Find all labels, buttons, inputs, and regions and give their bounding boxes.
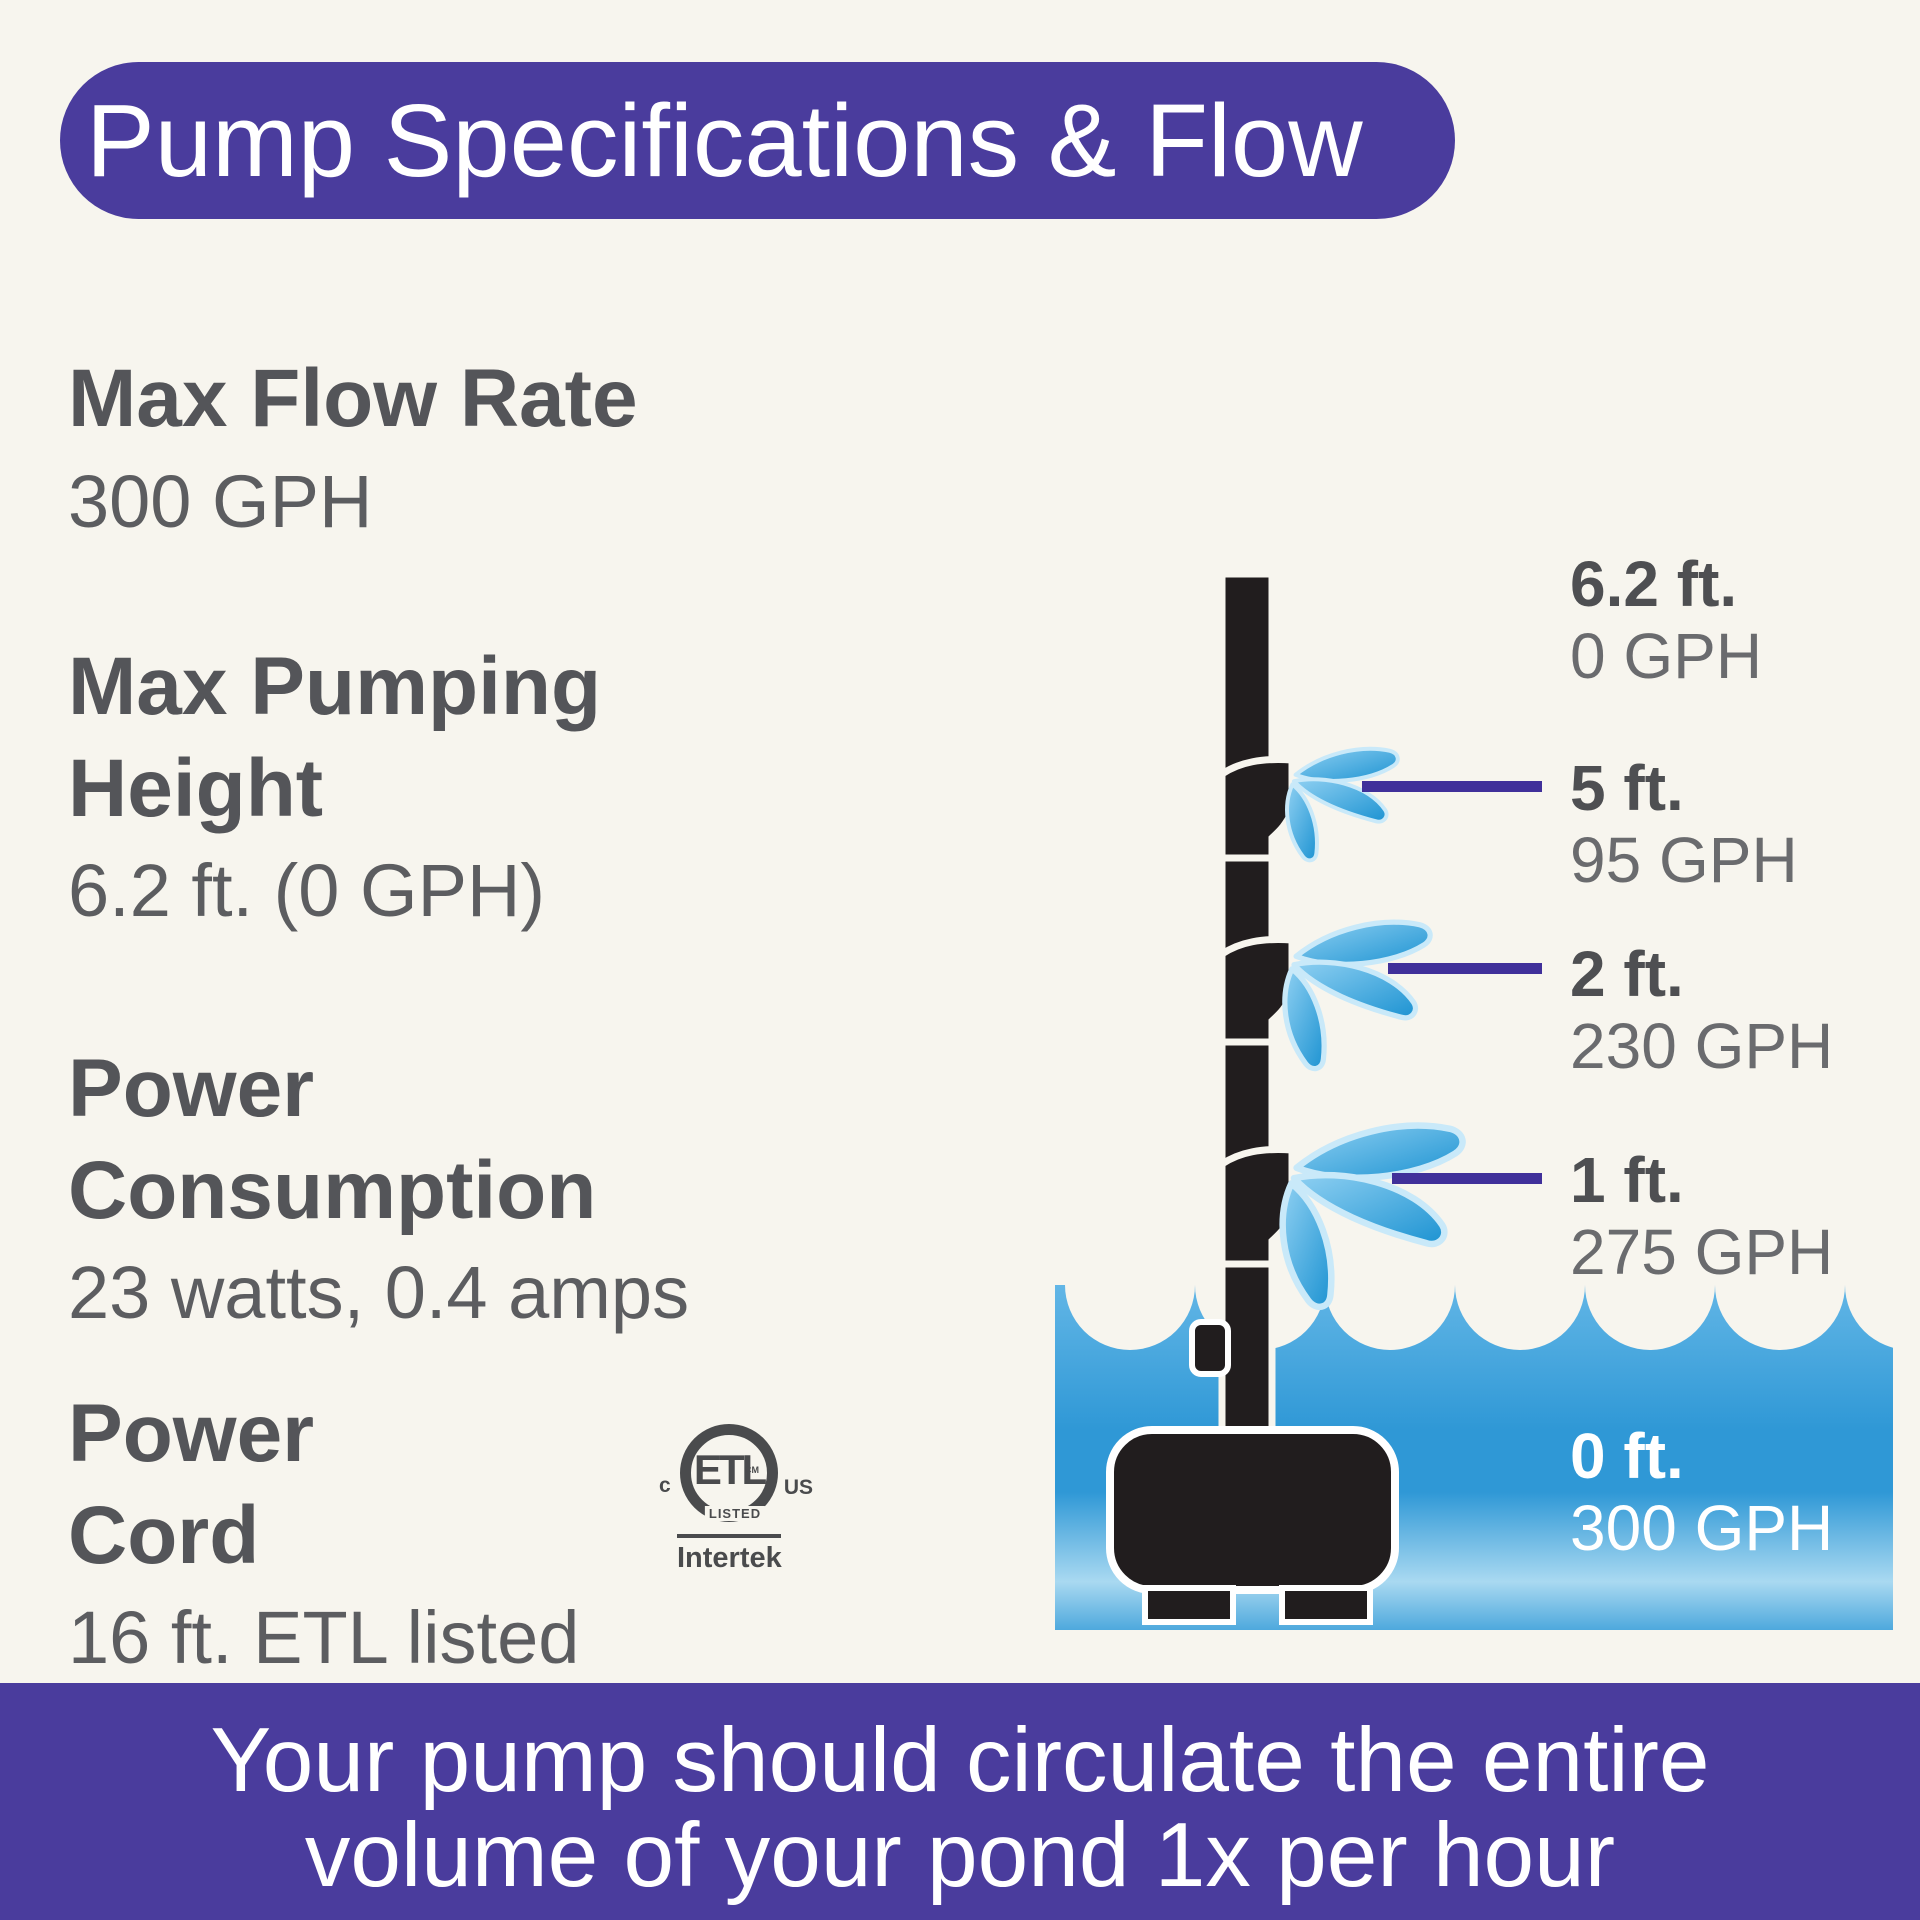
callout-line-2ft (1388, 963, 1542, 974)
callout-flow: 230 GPH (1570, 1010, 1834, 1082)
callout-line-5ft (1362, 781, 1542, 792)
callout-flow: 300 GPH (1570, 1492, 1834, 1564)
wave-scallop (1455, 1285, 1585, 1350)
page-title: Pump Specifications & Flow (86, 82, 1363, 198)
spec-label: Power Cord (68, 1388, 315, 1581)
spec-value: 6.2 ft. (0 GPH) (68, 849, 546, 933)
footer-line1: Your pump should circulate the entire (210, 1710, 1710, 1811)
flow-callout-1ft: 1 ft. 275 GPH (1570, 1144, 1833, 1288)
etl-cm-label: CM (745, 1465, 759, 1475)
footer-banner: Your pump should circulate the entire vo… (0, 1683, 1920, 1920)
callout-flow: 275 GPH (1570, 1216, 1834, 1288)
callout-flow: 95 GPH (1570, 824, 1798, 896)
water-splash-icon-small (1287, 749, 1398, 861)
pipe-outlet-elbow-1ft (1218, 1146, 1296, 1268)
callout-height: 5 ft. (1570, 752, 1684, 824)
callout-height: 0 ft. (1570, 1420, 1684, 1492)
flow-callout-6-2ft: 6.2 ft. 0 GPH (1570, 548, 1762, 692)
spec-value: 300 GPH (68, 459, 373, 543)
wave-scallop (1585, 1285, 1715, 1350)
spec-item-max-pumping-height: Max Pumping Height 6.2 ft. (0 GPH) (68, 636, 848, 936)
spec-item-power-consumption: Power Consumption 23 watts, 0.4 amps (68, 1038, 848, 1338)
etl-us-label: US (783, 1476, 813, 1499)
wave-scallop (1845, 1285, 1893, 1350)
flow-callout-0ft: 0 ft. 300 GPH (1570, 1420, 1833, 1564)
wave-scallop (1195, 1285, 1325, 1350)
water-splash-icon-large (1283, 1126, 1463, 1307)
wave-scallop (1065, 1285, 1195, 1350)
spec-label: Max Flow Rate (68, 353, 638, 444)
callout-flow: 0 GPH (1570, 620, 1763, 692)
footer-line2: volume of your pond 1x per hour (304, 1805, 1616, 1906)
flow-callout-2ft: 2 ft. 230 GPH (1570, 938, 1833, 1082)
callout-height: 1 ft. (1570, 1144, 1684, 1216)
spec-label: Power Consumption (68, 1043, 597, 1236)
wave-scallop (1715, 1285, 1845, 1350)
spec-item-power-cord: Power Cord 16 ft. ETL listed (68, 1383, 580, 1683)
pipe-outlet-elbow-2ft (1218, 936, 1296, 1046)
etl-canada-label: c (659, 1474, 671, 1497)
callout-line-1ft (1392, 1173, 1542, 1184)
pipe-outlet-elbow-5ft (1218, 756, 1296, 862)
flow-callout-5ft: 5 ft. 95 GPH (1570, 752, 1798, 896)
spec-label: Max Pumping Height (68, 641, 602, 834)
etl-certification-mark: c ETL CM US LISTED Intertek (655, 1418, 815, 1578)
etl-listed-label: LISTED (704, 1506, 766, 1521)
spec-value: 23 watts, 0.4 amps (68, 1251, 690, 1335)
intertek-label: Intertek (677, 1542, 782, 1574)
spec-value: 16 ft. ETL listed (68, 1596, 580, 1680)
header-banner: Pump Specifications & Flow (60, 62, 1455, 219)
etl-letters: ETL (693, 1446, 767, 1493)
wave-scallop (1325, 1285, 1455, 1350)
etl-divider (677, 1534, 781, 1538)
spec-item-max-flow-rate: Max Flow Rate 300 GPH (68, 348, 848, 546)
water-splash-icon-medium (1285, 922, 1430, 1068)
callout-height: 6.2 ft. (1570, 548, 1738, 620)
callout-height: 2 ft. (1570, 938, 1684, 1010)
